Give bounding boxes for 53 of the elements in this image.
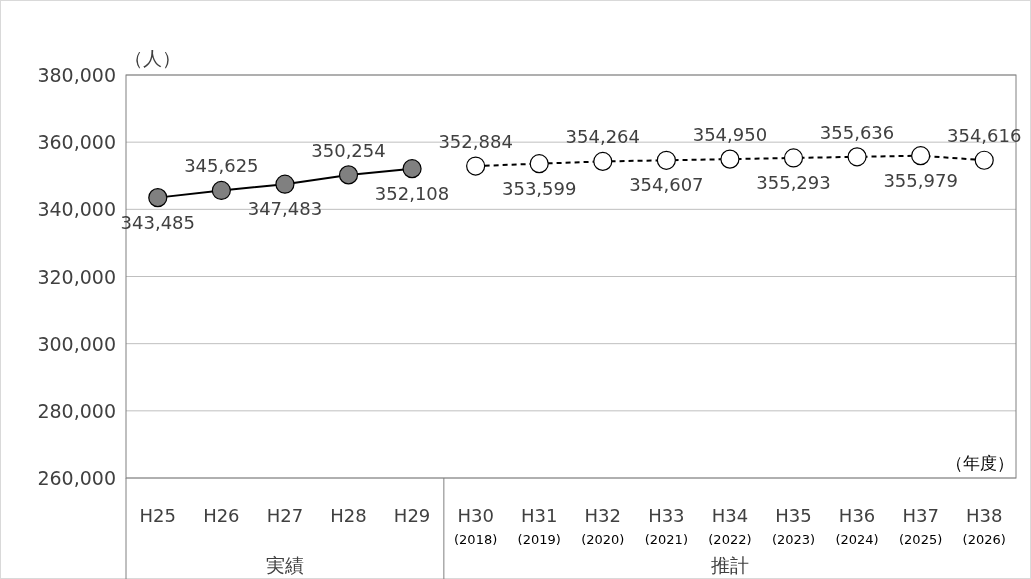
- x-tick-label: H32 (2020): [581, 505, 625, 547]
- x-tick-label: H29: [393, 505, 431, 526]
- data-label: 355,293: [756, 171, 831, 193]
- y-tick-label: 320,000: [37, 265, 116, 288]
- data-label: 347,483: [247, 198, 323, 220]
- y-tick-label: 340,000: [37, 198, 116, 221]
- data-label: 354,950: [692, 124, 768, 146]
- data-label: 355,979: [883, 169, 958, 191]
- y-tick-label: 380,000: [37, 64, 116, 86]
- data-label: 353,599: [502, 177, 577, 199]
- point: [847, 147, 867, 167]
- point: [148, 188, 168, 208]
- data-label: 345,625: [184, 155, 259, 177]
- x-tick-label: H37 (2025): [899, 505, 943, 547]
- point: [211, 180, 231, 201]
- data-label: 352,108: [374, 182, 450, 204]
- x-tick-label: H35 (2023): [771, 505, 816, 547]
- point: [783, 148, 804, 168]
- point: [720, 149, 740, 169]
- x-axis-title: （年度）: [946, 453, 1014, 473]
- data-label: 355,636: [819, 121, 895, 143]
- point: [529, 154, 549, 174]
- x-tick-label: H31 (2019): [517, 505, 561, 547]
- x-tick-label: H33 (2021): [644, 505, 688, 547]
- point: [275, 174, 295, 194]
- text: 実績: [265, 554, 304, 576]
- x-tick-label: H27: [266, 505, 304, 526]
- x-tick-label: H28: [330, 505, 367, 526]
- y-tick-label: 280,000: [37, 399, 116, 422]
- x-tick-label: H38 (2026): [962, 505, 1006, 547]
- data-label: 352,884: [438, 131, 513, 153]
- point: [466, 156, 486, 176]
- y-axis-title: （人）: [124, 47, 181, 69]
- data-label: 354,616: [947, 125, 1022, 147]
- point: [974, 150, 994, 170]
- point: [338, 165, 359, 185]
- x-tick-label: H34 (2022): [708, 505, 752, 547]
- point: [402, 159, 422, 179]
- y-tick-label: 260,000: [37, 467, 116, 489]
- point: [656, 150, 676, 170]
- data-label: 350,254: [311, 139, 386, 161]
- x-tick-label: H36 (2024): [835, 505, 879, 547]
- data-label: 354,607: [629, 174, 704, 196]
- y-tick-label: 300,000: [37, 332, 116, 355]
- data-label: 354,264: [565, 126, 640, 148]
- point: [911, 146, 931, 166]
- text: 推計: [710, 554, 749, 576]
- data-label: 343,485: [120, 211, 195, 233]
- x-tick-label: H25: [139, 505, 177, 526]
- point: [593, 151, 613, 172]
- x-tick-label: H30 (2018): [454, 505, 498, 547]
- x-tick-label: H26: [203, 505, 240, 526]
- y-tick-label: 360,000: [37, 131, 116, 154]
